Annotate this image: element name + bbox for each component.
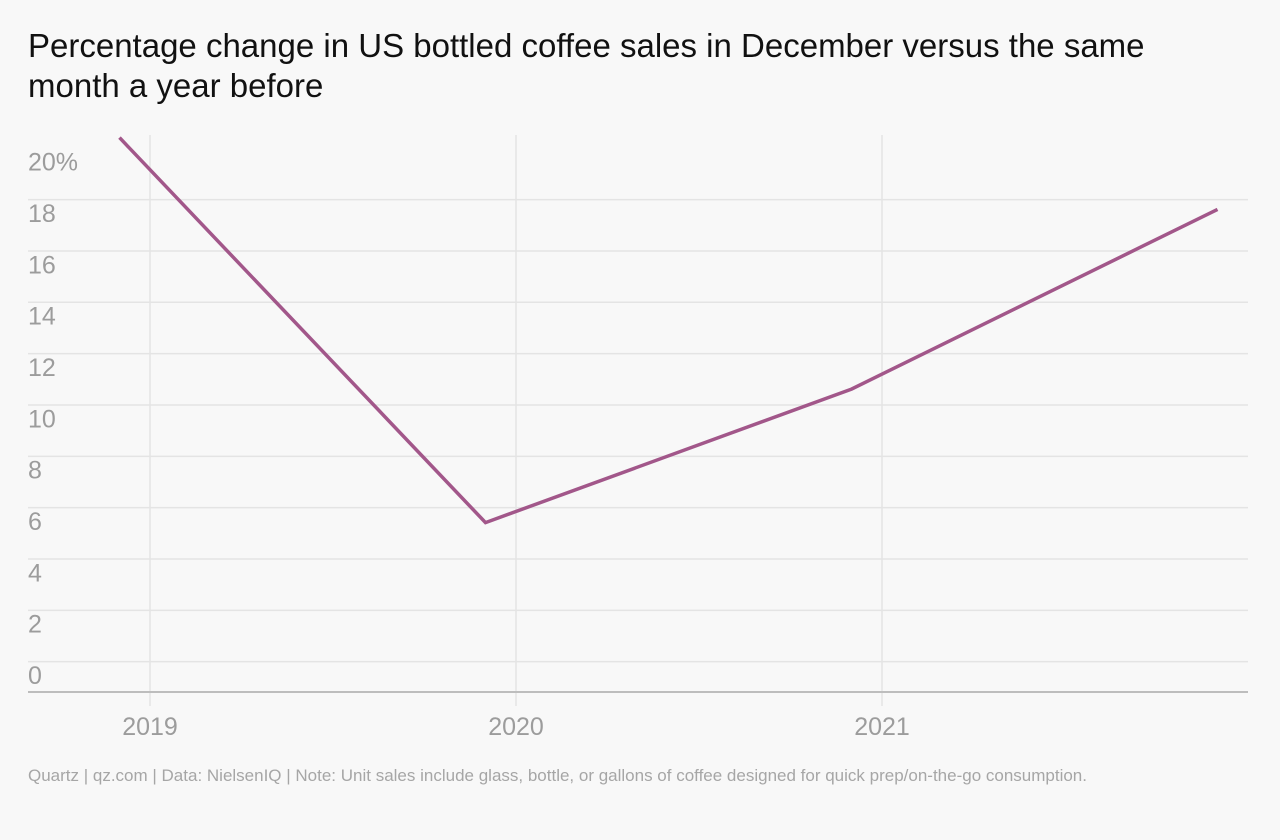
y-tick-label: 20% — [28, 149, 78, 177]
x-tick-label: 2020 — [488, 713, 544, 741]
y-tick-label: 2 — [28, 611, 42, 639]
y-tick-label: 0 — [28, 662, 42, 690]
series-layer — [118, 136, 1219, 525]
x-tick-label: 2021 — [854, 713, 910, 741]
x-axis-tick-labels: 2019 2020 2021 — [122, 713, 910, 741]
y-tick-label: 14 — [28, 303, 56, 331]
y-tick-label: 4 — [28, 559, 42, 587]
chart-title: Percentage change in US bottled coffee s… — [28, 27, 1145, 104]
y-tick-label: 16 — [28, 251, 56, 279]
y-tick-label: 8 — [28, 457, 42, 485]
y-axis-tick-labels: 20% 18 16 14 12 10 8 6 4 2 0 — [28, 149, 78, 690]
source-note: Quartz | qz.com | Data: NielsenIQ | Note… — [28, 766, 1087, 785]
y-tick-label: 18 — [28, 200, 56, 228]
y-tick-label: 10 — [28, 405, 56, 433]
gridlines — [28, 135, 1248, 706]
series-line — [118, 136, 1219, 525]
y-tick-label: 6 — [28, 508, 42, 536]
y-tick-label: 12 — [28, 354, 56, 382]
x-tick-label: 2019 — [122, 713, 178, 741]
